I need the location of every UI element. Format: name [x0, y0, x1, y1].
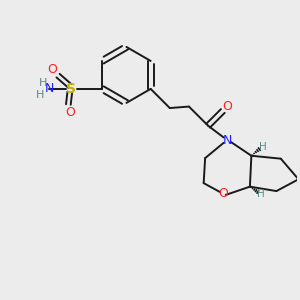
Text: H: H: [257, 189, 265, 199]
Text: O: O: [222, 100, 232, 113]
Text: N: N: [223, 134, 232, 147]
Text: O: O: [47, 63, 57, 76]
Text: O: O: [65, 106, 75, 119]
Text: N: N: [44, 82, 54, 95]
Text: H: H: [39, 78, 47, 88]
Text: H: H: [259, 142, 266, 152]
Text: O: O: [218, 187, 228, 200]
Text: H: H: [36, 90, 44, 100]
Text: S: S: [66, 82, 76, 96]
